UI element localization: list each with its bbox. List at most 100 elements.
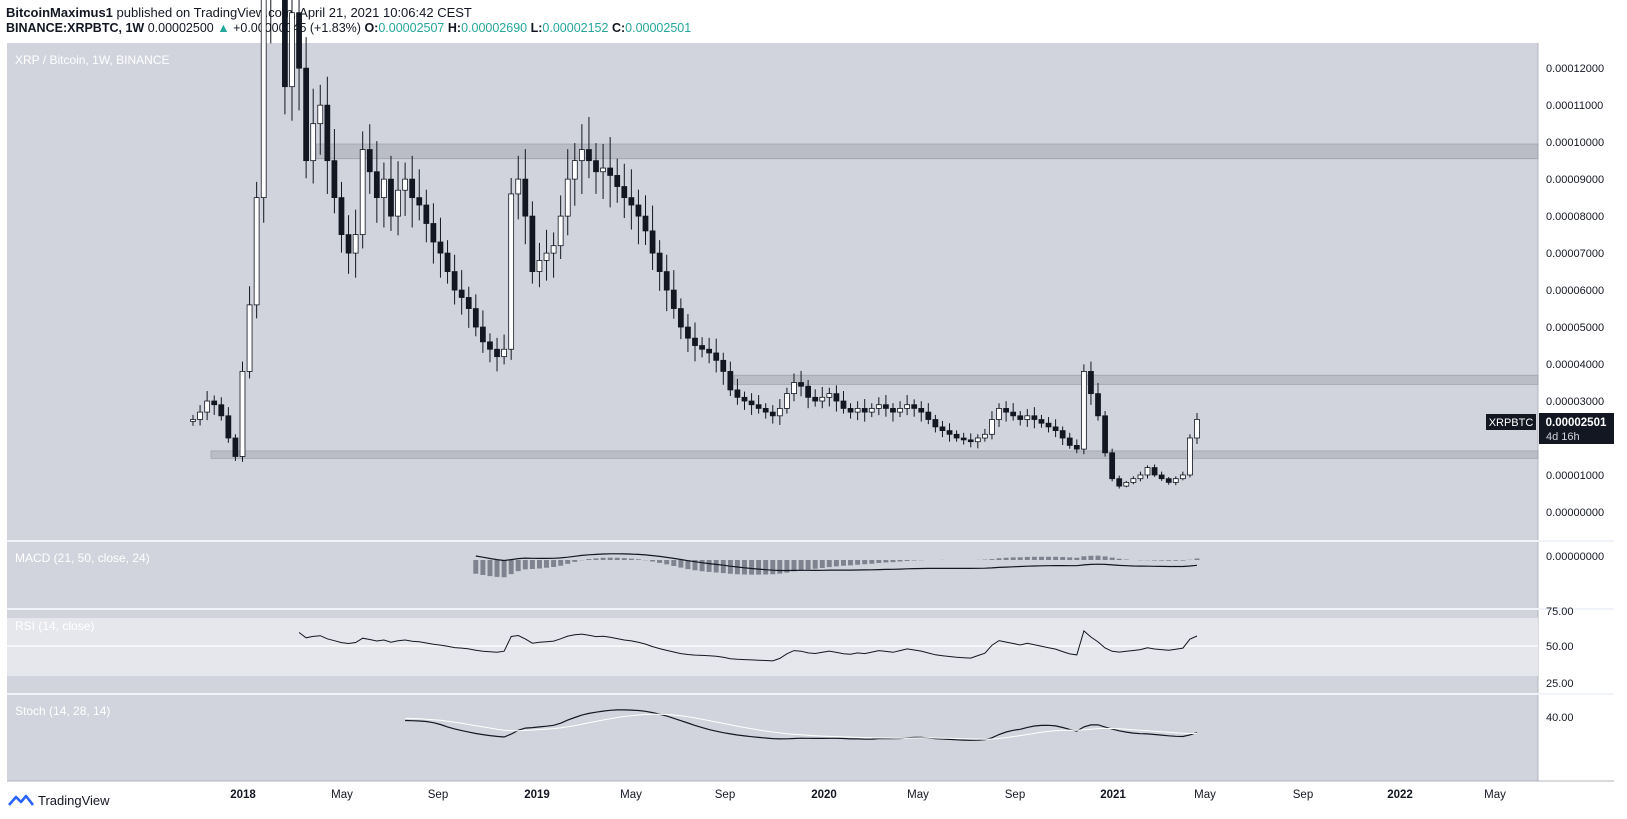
candle-down <box>1017 415 1024 420</box>
candle-down <box>465 297 472 309</box>
candle-down <box>1095 393 1101 417</box>
high-value: 0.00002690 <box>461 21 528 35</box>
candle-up <box>239 371 246 457</box>
candle-up <box>578 149 585 162</box>
candle-up <box>289 12 295 88</box>
candle-down <box>706 348 713 354</box>
last-price: 0.00002500 <box>147 21 214 35</box>
x-tick-label: May <box>1194 789 1216 801</box>
candle-down <box>1116 478 1123 487</box>
y-tick-label: 0.00003000 <box>1546 396 1604 408</box>
candle-up <box>317 104 324 125</box>
x-tick-label: 2020 <box>811 789 837 801</box>
candle-down <box>345 234 352 254</box>
close-label: C: <box>611 21 626 35</box>
bar-countdown: 4d 16h <box>1546 431 1580 443</box>
candle-down <box>1066 437 1073 446</box>
candle-down <box>720 359 727 372</box>
candle-up <box>536 260 543 272</box>
y-tick-label: 0.00006000 <box>1546 285 1604 297</box>
candle-up <box>1194 419 1200 439</box>
candle-down <box>586 149 592 162</box>
candle-down <box>409 178 416 199</box>
rsi-line <box>298 630 1198 662</box>
candle-down <box>635 204 642 217</box>
x-tick-label: May <box>620 789 642 801</box>
candle-down <box>861 408 868 413</box>
x-tick-label: Sep <box>1005 789 1025 801</box>
candle-down <box>225 415 232 439</box>
candle-down <box>925 411 932 420</box>
y-tick-label: 0.00011000 <box>1546 100 1603 112</box>
open-value: 0.00002507 <box>378 21 445 35</box>
candle-down <box>833 393 840 402</box>
candle-up <box>515 178 522 195</box>
candle-up <box>204 400 211 413</box>
candle-down <box>840 400 847 409</box>
low-value: 0.00002152 <box>542 21 609 35</box>
support-resistance-zones <box>210 143 1539 459</box>
last-price-symbol: XRPBTC <box>1489 417 1534 429</box>
author-name[interactable]: BitcoinMaximus1 <box>6 5 113 20</box>
y-tick-label: 0.00000000 <box>1546 507 1604 519</box>
candle-up <box>1187 437 1193 476</box>
x-tick-label: Sep <box>428 789 448 801</box>
brand-name: TradingView <box>38 793 110 808</box>
candle-up <box>854 408 861 413</box>
y-tick-label: 0.00004000 <box>1546 359 1604 371</box>
candle-up <box>310 123 317 162</box>
candle-down <box>1102 415 1108 454</box>
rsi-band <box>7 618 1538 676</box>
candle-down <box>1038 419 1045 424</box>
x-tick-label: Sep <box>715 789 735 801</box>
candle-down <box>522 178 529 217</box>
candle-down <box>480 326 486 343</box>
candle-up <box>190 419 196 422</box>
stoch-value: 40.00 <box>1546 712 1574 724</box>
macd-value: 0.00000000 <box>1546 551 1604 563</box>
candle-down <box>472 308 479 328</box>
candle-down <box>883 404 889 409</box>
candle-up <box>1024 415 1031 420</box>
currency-label: BTC <box>1559 54 1581 66</box>
price-scale[interactable] <box>1538 43 1614 781</box>
candle-down <box>1031 415 1038 420</box>
candle-up <box>904 404 910 409</box>
candle-down <box>713 352 720 361</box>
y-tick-label: 0.00008000 <box>1546 211 1604 223</box>
rsi-tick-50: 50.00 <box>1546 641 1574 653</box>
rsi-tick-25: 25.00 <box>1546 678 1574 690</box>
tradingview-brand[interactable]: TradingView <box>8 793 110 808</box>
stoch-label: Stoch (14, 28, 14) <box>15 704 110 718</box>
candle-up <box>246 304 253 372</box>
candle-up <box>791 382 797 395</box>
high-label: H: <box>447 21 462 35</box>
candle-down <box>847 408 854 413</box>
candle-down <box>1165 478 1172 483</box>
candle-down <box>649 230 656 254</box>
candle-up <box>1137 474 1144 480</box>
candle-up <box>1130 478 1137 483</box>
low-label: L: <box>530 21 543 35</box>
candle-down <box>911 404 918 409</box>
candle-down <box>593 160 599 173</box>
candle-up <box>974 437 981 443</box>
ohlc-legend: BINANCE:XRPBTC, 1W 0.00002500 ▲ +0.00000… <box>6 21 691 35</box>
candle-down <box>960 437 967 441</box>
candle-up <box>508 193 515 350</box>
candle-down <box>798 382 804 387</box>
candle-up <box>381 178 387 199</box>
candle-up <box>395 189 401 217</box>
candle-up <box>989 419 995 435</box>
macd-label: MACD (21, 50, close, 24) <box>15 551 150 565</box>
candle-down <box>430 223 437 243</box>
last-price-tag: XRPBTC 0.00002501 4d 16h <box>1486 413 1614 444</box>
y-tick-label: 0.00010000 <box>1546 137 1604 149</box>
last-price-value: 0.00002501 <box>1546 417 1607 429</box>
tradingview-logo-icon <box>8 794 34 806</box>
candle-down <box>324 104 331 162</box>
candle-down <box>1052 426 1059 432</box>
y-tick-label: 0.00009000 <box>1546 174 1604 186</box>
candle-up <box>1144 467 1151 476</box>
